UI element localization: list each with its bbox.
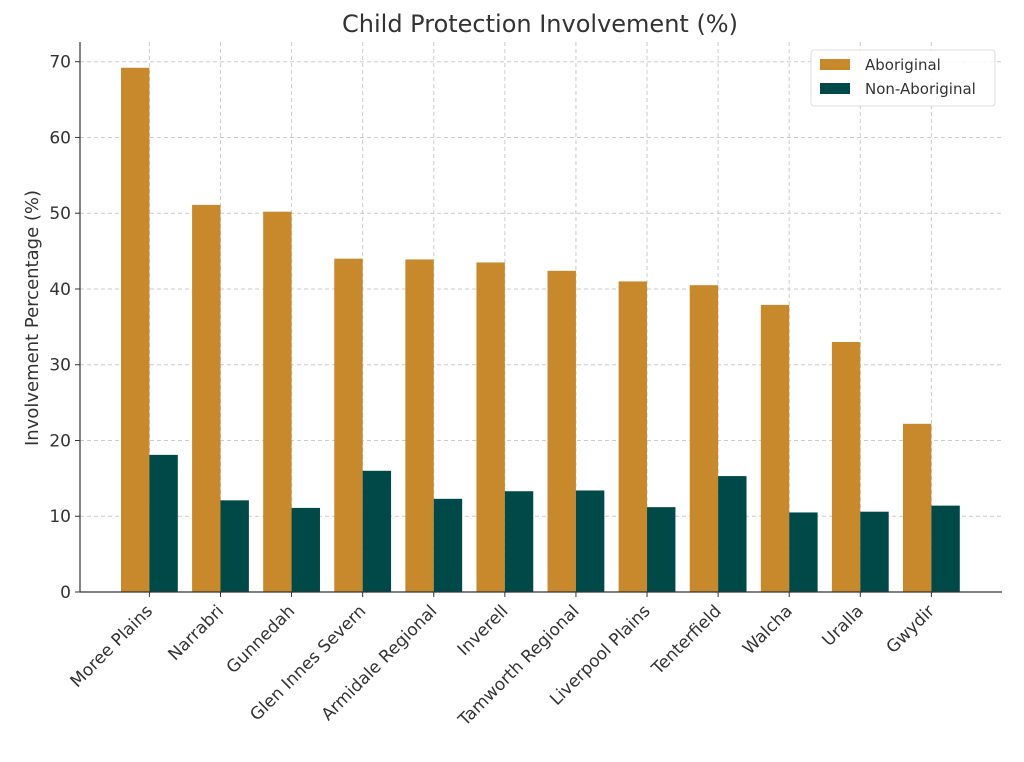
bar-non-aboriginal [931, 505, 960, 592]
y-tick-label: 10 [49, 507, 71, 527]
bar-non-aboriginal [860, 511, 889, 592]
y-tick-label: 20 [49, 431, 71, 451]
axes [75, 42, 1002, 597]
legend: Aboriginal Non-Aboriginal [810, 49, 996, 107]
x-tick-label: Inverell [454, 601, 513, 660]
x-tick-label: Tenterfield [647, 601, 725, 679]
bar-non-aboriginal [575, 490, 605, 592]
x-tick-label: Gwydir [883, 601, 939, 657]
x-tick-label: Walcha [739, 601, 797, 659]
y-tick-label: 40 [49, 280, 71, 300]
x-tick-label: Moree Plains [67, 601, 157, 691]
bar-aboriginal [263, 211, 292, 593]
bar-non-aboriginal [789, 512, 818, 592]
bar-aboriginal [121, 67, 150, 593]
bar-aboriginal [334, 258, 363, 592]
x-tick-label: Gunnedah [223, 601, 299, 677]
legend-label: Non-Aboriginal [865, 80, 976, 98]
bar-aboriginal [689, 285, 719, 592]
legend-swatch [820, 59, 850, 70]
bar-aboriginal [831, 342, 861, 592]
legend-swatch [820, 83, 850, 94]
bar-non-aboriginal [362, 470, 392, 592]
bar-aboriginal [192, 204, 221, 592]
y-axis-label: Involvement Percentage (%) [22, 190, 43, 446]
y-tick-label: 50 [49, 204, 71, 224]
bar-non-aboriginal [647, 507, 676, 592]
y-tick-label: 30 [49, 356, 71, 376]
legend-box [810, 49, 996, 107]
bar-aboriginal [547, 270, 576, 592]
x-tick-label: Tamworth Regional [454, 601, 583, 730]
x-tick-label: Glen Innes Severn [246, 601, 370, 725]
bar-aboriginal [902, 423, 932, 592]
x-tick-label: Narrabri [165, 601, 228, 664]
legend-label: Aboriginal [865, 56, 941, 74]
bar-aboriginal [618, 281, 648, 592]
chart-title: Child Protection Involvement (%) [342, 10, 738, 38]
bar-non-aboriginal [504, 491, 534, 592]
bar-aboriginal [760, 304, 790, 592]
y-tick-label: 60 [49, 128, 71, 148]
y-tick-label: 70 [49, 53, 71, 73]
x-tick-label: Uralla [819, 601, 868, 650]
bars [121, 67, 960, 593]
bar-non-aboriginal [433, 498, 463, 592]
bar-non-aboriginal [149, 454, 178, 592]
bar-aboriginal [476, 262, 505, 592]
bar-aboriginal [405, 259, 434, 592]
bar-non-aboriginal [718, 476, 747, 592]
bar-non-aboriginal [220, 500, 249, 592]
bar-non-aboriginal [291, 507, 320, 592]
y-tick-label: 0 [60, 583, 71, 603]
